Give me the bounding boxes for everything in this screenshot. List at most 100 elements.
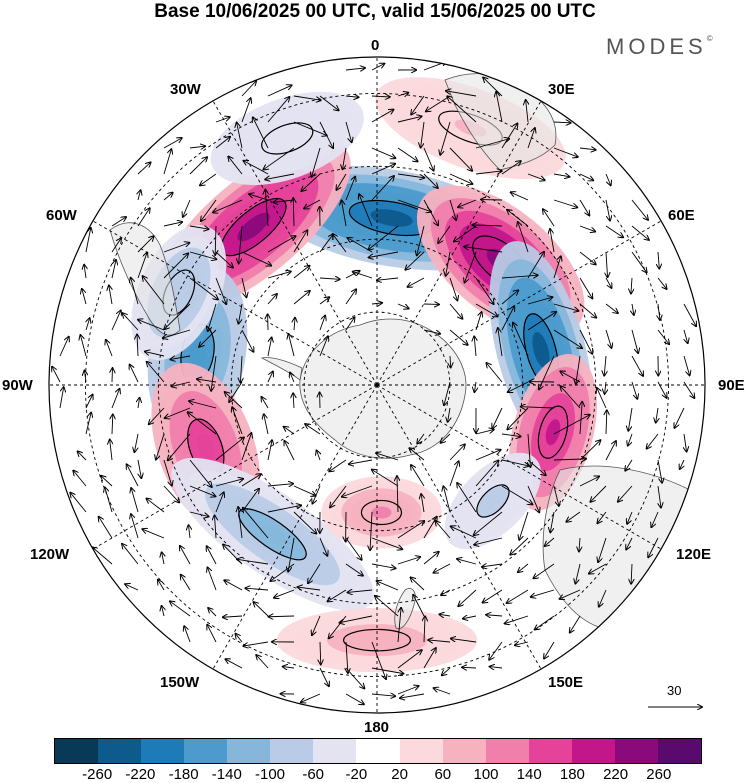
wind-vector: [288, 537, 295, 572]
wind-vector: [329, 459, 347, 471]
wind-vector: [446, 91, 477, 97]
lon-label-90w: 90W: [2, 377, 33, 394]
lon-label-120e: 120E: [676, 546, 712, 563]
wind-vector: [269, 616, 295, 617]
wind-vector: [444, 381, 451, 405]
wind-vector: [163, 149, 171, 175]
wind-vector: [553, 147, 578, 157]
wind-vector: [131, 488, 139, 513]
wind-vector: [411, 465, 425, 487]
wind-vector: [86, 318, 90, 331]
wind-vector: [330, 485, 347, 507]
meridian-line: [376, 384, 542, 670]
wind-vector: [92, 547, 113, 565]
wind-vector: [449, 303, 462, 319]
meridian-line: [92, 220, 378, 386]
wind-vector: [631, 225, 649, 240]
wind-vector: [200, 173, 217, 185]
wind-vector: [184, 626, 191, 643]
wind-vector: [535, 615, 555, 629]
wind-vector: [249, 194, 269, 201]
wind-vector: [553, 199, 577, 207]
wind-vector: [658, 485, 661, 508]
lon-label-150w: 150W: [160, 674, 200, 691]
wind-vector: [333, 234, 347, 253]
wind-vector: [507, 589, 529, 603]
wind-vector: [439, 614, 451, 616]
wind-vector: [527, 312, 556, 331]
wind-vector: [267, 97, 289, 123]
wind-vector: [253, 117, 269, 149]
wind-vector: [111, 311, 121, 331]
wind-vector: [165, 407, 191, 418]
wind-vector: [85, 395, 93, 409]
wind-vector: [533, 563, 555, 578]
wind-vector: [236, 634, 243, 643]
wind-vector: [284, 427, 295, 435]
wind-vector: [340, 615, 373, 623]
colorbar-tick-label: -100: [254, 766, 286, 783]
wind-vector: [301, 693, 321, 702]
wind-vector: [267, 272, 291, 279]
wind-vector: [319, 278, 340, 279]
wind-vector: [134, 433, 139, 452]
meridian-line: [92, 384, 378, 550]
wind-vector: [423, 173, 438, 188]
wind-vector: [544, 641, 555, 659]
colorbar-tick-label: 180: [559, 766, 585, 783]
colorbar-swatch: [485, 739, 529, 763]
wind-vector: [397, 303, 409, 308]
wind-vector: [683, 355, 690, 375]
wind-vector: [371, 110, 393, 123]
wind-vector: [284, 441, 295, 461]
meridian-line: [376, 384, 662, 550]
colorbar-tick-label: -60: [302, 766, 325, 783]
wind-vector: [163, 138, 182, 149]
wind-vector: [137, 236, 154, 253]
wind-vector: [170, 355, 191, 359]
wind-vector: [631, 277, 632, 293]
wind-vector: [163, 485, 179, 502]
wind-vector: [293, 393, 294, 409]
wind-vector: [289, 334, 295, 357]
colorbar-swatch: [184, 739, 228, 763]
wind-vector: [109, 286, 112, 305]
latitude-circle: [84, 92, 670, 678]
wind-vector: [283, 667, 295, 668]
meridian-line: [376, 100, 542, 386]
wind-vector: [131, 278, 139, 305]
wind-vector: [423, 648, 436, 669]
wind-vector: [371, 303, 382, 304]
wind-vector: [215, 137, 230, 149]
wind-vector: [215, 117, 230, 123]
wind-vector: [397, 116, 421, 123]
wind-vector: [605, 441, 616, 461]
wind-vector: [78, 451, 87, 461]
wind-vector: [513, 323, 529, 357]
wind-vector: [146, 499, 165, 513]
wind-vector: [84, 265, 86, 279]
wind-vector: [656, 407, 658, 423]
colorbar-swatch: [614, 739, 658, 763]
wind-vector: [232, 407, 243, 435]
wind-vector: [59, 387, 64, 409]
wind-vector: [375, 596, 399, 617]
lon-label-150e: 150E: [548, 674, 584, 691]
wind-vector: [441, 433, 451, 443]
wind-vector: [241, 277, 246, 297]
wind-vector: [215, 437, 244, 461]
wind-vector: [345, 537, 362, 560]
wind-vector: [417, 225, 425, 255]
wind-vector: [372, 470, 399, 487]
wind-vector: [579, 329, 592, 354]
wind-vector: [482, 564, 503, 567]
wind-vector: [265, 190, 268, 227]
wind-vector: [294, 318, 295, 331]
wind-vector: [450, 355, 451, 367]
wind-vector: [131, 514, 139, 539]
wind-vector: [684, 329, 688, 343]
colorbar-swatch: [55, 739, 99, 763]
wind-vector: [244, 161, 269, 175]
wind-vector: [580, 402, 582, 435]
